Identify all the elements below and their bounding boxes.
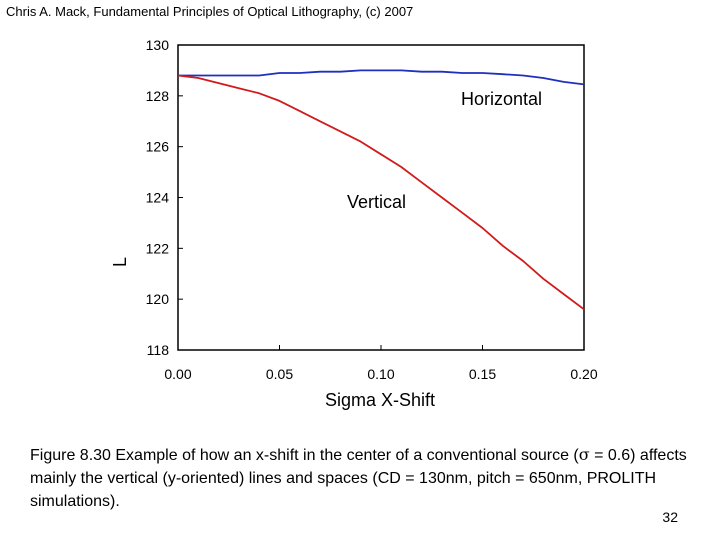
series-label-vertical: Vertical — [347, 192, 406, 212]
y-tick-label: 120 — [146, 291, 170, 307]
y-axis-title: L — [110, 257, 130, 267]
x-tick-label: 0.00 — [164, 366, 191, 382]
y-tick-label: 122 — [146, 240, 170, 256]
y-axis: 118 120 122 124 126 128 130 — [146, 37, 183, 358]
series-label-horizontal: Horizontal — [461, 89, 542, 109]
x-tick-label: 0.15 — [469, 366, 496, 382]
x-axis: 0.00 0.05 0.10 0.15 0.20 — [164, 345, 598, 382]
y-tick-label: 118 — [147, 342, 170, 358]
sigma-symbol: σ — [578, 445, 590, 464]
page-number: 32 — [662, 509, 678, 525]
x-tick-label: 0.10 — [367, 366, 394, 382]
caption-prefix: Figure 8.30 Example of how an x-shift in… — [30, 447, 579, 464]
figure-caption: Figure 8.30 Example of how an x-shift in… — [30, 443, 690, 513]
series-line-vertical — [177, 74, 585, 311]
x-tick-label: 0.05 — [266, 366, 293, 382]
x-axis-title: Sigma X-Shift — [325, 390, 435, 410]
x-tick-label: 0.20 — [570, 366, 597, 382]
series-line-horizontal — [178, 69, 585, 86]
y-tick-label: 128 — [146, 88, 170, 104]
citation-header: Chris A. Mack, Fundamental Principles of… — [6, 4, 414, 19]
caption-suffix: = 0.6) affects mainly the vertical (y-or… — [30, 447, 687, 510]
y-tick-label: 124 — [146, 190, 170, 206]
series-layer — [177, 69, 585, 311]
y-tick-label: 126 — [146, 139, 170, 155]
y-tick-label: 130 — [146, 37, 170, 53]
